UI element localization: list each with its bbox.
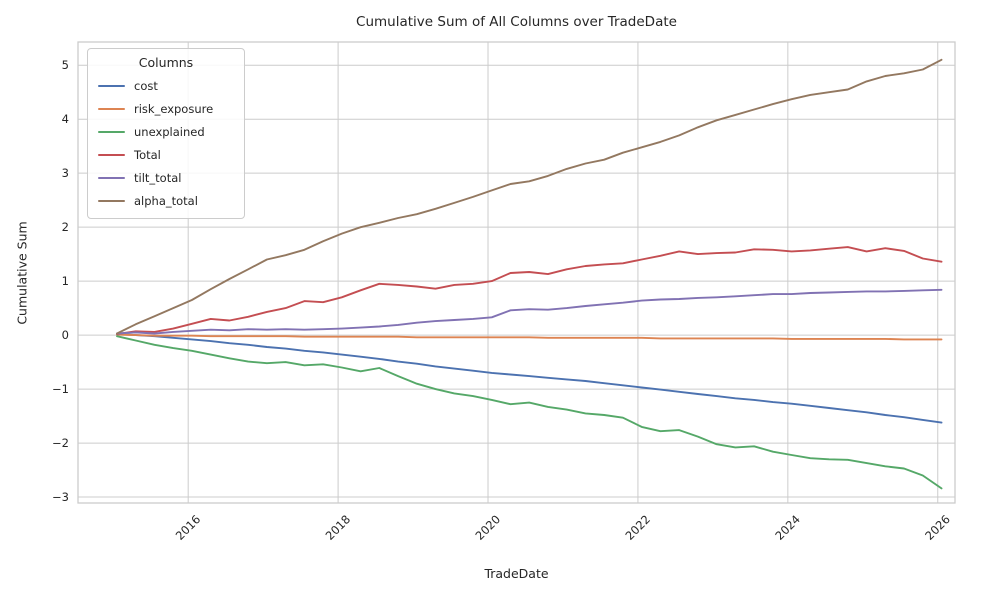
y-tick-label: 3 — [62, 166, 69, 180]
legend-entry-unexplained: unexplained — [88, 120, 244, 143]
legend-line-swatch-risk-exposure — [98, 107, 125, 110]
x-tick-label: 2020 — [473, 512, 504, 543]
y-tick-label: 0 — [62, 328, 69, 342]
y-tick-label: −3 — [52, 490, 69, 504]
legend-entry-risk-exposure: risk_exposure — [88, 97, 244, 120]
axes-spines — [77, 41, 956, 504]
series-line-risk_exposure — [116, 333, 943, 341]
legend-entry-alpha-total: alpha_total — [88, 189, 244, 212]
legend-label-risk-exposure: risk_exposure — [134, 101, 214, 116]
legend-line-swatch-unexplained — [98, 130, 125, 133]
legend-title: Columns — [138, 55, 194, 70]
series-line-Total — [116, 246, 943, 335]
x-tick-label: 2022 — [622, 512, 653, 543]
legend-label-unexplained: unexplained — [134, 124, 205, 139]
legend-line-swatch-tilt-total — [98, 176, 125, 179]
x-tick-label: 2024 — [772, 512, 803, 543]
y-tick-label: 2 — [62, 220, 69, 234]
x-tick-label: 2016 — [173, 512, 204, 543]
y-tick-label: 1 — [62, 274, 69, 288]
series-line-cost — [116, 333, 943, 424]
legend-label-total: Total — [134, 147, 161, 162]
x-axis-label: TradeDate — [484, 566, 549, 581]
legend-label-cost: cost — [134, 78, 158, 93]
legend: Columns cost risk_exposure unexplained T… — [87, 48, 245, 219]
chart-title: Cumulative Sum of All Columns over Trade… — [356, 14, 677, 30]
y-tick-label: −2 — [52, 436, 69, 450]
legend-line-swatch-cost — [98, 84, 125, 87]
x-tick-label: 2026 — [922, 512, 953, 543]
legend-line-swatch-total — [98, 153, 125, 156]
y-tick-label: 5 — [62, 58, 69, 72]
legend-line-swatch-alpha-total — [98, 199, 125, 202]
y-axis-label: Cumulative Sum — [14, 221, 30, 325]
legend-label-tilt-total: tilt_total — [134, 170, 182, 185]
legend-entry-total: Total — [88, 143, 244, 166]
series-line-tilt_total — [116, 288, 943, 335]
legend-label-alpha-total: alpha_total — [134, 193, 198, 208]
y-tick-label: 4 — [62, 112, 69, 126]
legend-entry-cost: cost — [88, 74, 244, 97]
series-line-unexplained — [116, 335, 943, 490]
y-tick-label: −1 — [52, 382, 69, 396]
legend-entry-tilt-total: tilt_total — [88, 166, 244, 189]
series-line-alpha_total — [116, 58, 943, 335]
x-tick-label: 2018 — [323, 512, 354, 543]
